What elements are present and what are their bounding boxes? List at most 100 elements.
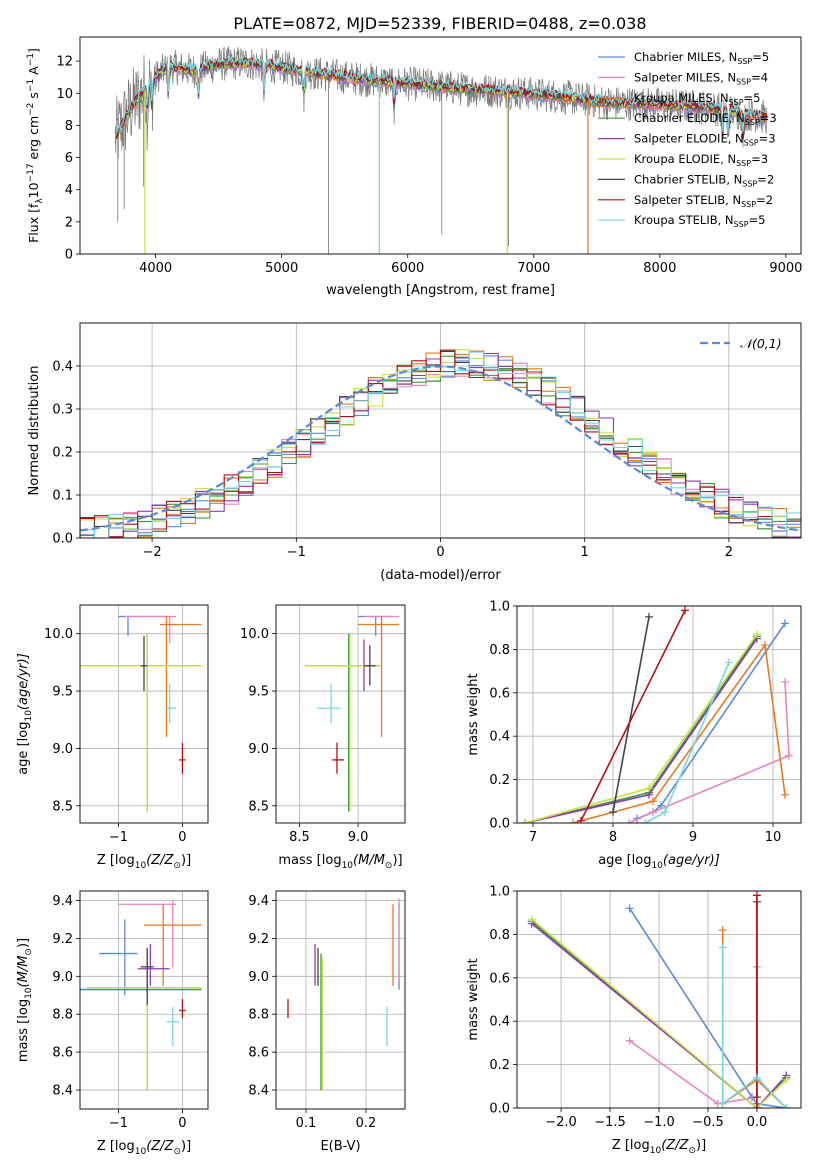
legend-subscript: SSP: [745, 118, 760, 127]
y-tick-label: 6: [65, 151, 73, 166]
axes: −2 −1 0 1 2 0.0 0.1 0.2 0.3 0.4 (data-model)/error…: [27, 322, 802, 583]
label-part: ⊙: [173, 861, 181, 871]
x-tick-label: 9000: [769, 261, 802, 276]
mass-weight-marker: [781, 790, 789, 799]
x-axis-label: mass [log10(M/M⊙)]: [278, 853, 402, 871]
spectrum-panel: 4000 5000 6000 7000 8000 9000 0 2 4 6 8 10 12 wavelen…: [26, 36, 802, 298]
legend-count: =2: [756, 193, 773, 207]
mass-weight-line: [628, 907, 787, 1108]
x-tick-label: 0.0: [747, 1115, 768, 1130]
legend-subscript: SSP: [734, 220, 749, 229]
axes: 4000 5000 6000 7000 8000 9000 0 2 4 6 8 10 12 wavelen…: [26, 36, 802, 298]
x-tick-label: 8: [609, 830, 617, 845]
label-part: 10: [24, 987, 34, 999]
age-vs-mass-panel: 8.5 9.0 8.5 9.0 9.5 10.0 mass [log10(M/M⊙)]: [240, 604, 406, 871]
y-tick-label: 0.2: [52, 446, 73, 461]
legend-count: =2: [757, 172, 774, 186]
y-tick-label: 9.5: [52, 685, 73, 700]
y-tick-label: 0.1: [52, 489, 73, 504]
legend-count: =3: [751, 152, 768, 166]
x-tick-label: −1.5: [594, 1115, 626, 1130]
mass-weight-marker: [609, 808, 617, 817]
mass-weight-marker: [625, 904, 634, 913]
x-axis-label: Z [log10(Z/Z⊙)]: [612, 1138, 706, 1156]
label-part: (Z/Z: [661, 1138, 689, 1153]
x-tick-label: 1: [581, 545, 589, 560]
y-tick-label: 12: [56, 55, 73, 70]
x-tick-label: −1.0: [643, 1115, 675, 1130]
legend-entry: Kroupa ELODIE, NSSP=3: [634, 152, 768, 168]
x-tick-label: 7: [529, 830, 537, 845]
mass-weight-line: [629, 967, 758, 1105]
y-tick-label: 8.8: [52, 1008, 73, 1023]
y-tick-label: 10.0: [44, 627, 73, 642]
label-part: 10: [650, 1146, 662, 1156]
label-part: A: [26, 66, 41, 79]
y-axis-label: mass weight: [466, 673, 481, 755]
label-part: −2: [26, 103, 36, 116]
y-tick-label: 9.0: [52, 742, 73, 757]
mass-weight-marker: [718, 943, 727, 952]
label-part: ⊙: [173, 1147, 181, 1157]
mass-weight-marker: [752, 891, 761, 900]
mass-weight-line: [644, 662, 730, 823]
mass-weight-marker: [782, 1075, 791, 1084]
mass-weight-line: [721, 930, 787, 1108]
mass-weight-line: [572, 642, 786, 823]
mass-weight-marker: [645, 612, 653, 621]
x-tick-label: −1: [109, 1116, 128, 1131]
y-axis-label: mass [log10(M/M⊙)]: [16, 938, 34, 1062]
mass-weight-marker: [718, 926, 727, 935]
mass-weight-line: [612, 616, 650, 813]
x-axis-label: age [log10(age/yr)]: [598, 853, 720, 871]
label-part: )]: [181, 1139, 191, 1154]
mass-weight-marker: [752, 1073, 761, 1082]
mass-weight-marker: [785, 751, 793, 760]
axes-frame: [275, 604, 406, 824]
mass-weight-marker: [625, 819, 633, 823]
label-part: s: [26, 92, 41, 103]
x-tick-label: −2: [143, 545, 162, 560]
mass-weight-marker: [527, 915, 536, 924]
x-axis-label: (data-model)/error: [380, 568, 501, 583]
plot-area: [114, 46, 768, 254]
y-tick-label: 9.4: [248, 894, 269, 909]
x-axis-label: Z [log10(Z/Z⊙)]: [97, 1139, 191, 1157]
x-tick-label: −1: [287, 545, 306, 560]
mass-weight-line: [721, 947, 787, 1108]
label-part: 10: [26, 182, 41, 198]
legend-text: Salpeter MILES, N: [634, 70, 736, 84]
label-part: age [log: [16, 722, 31, 775]
x-tick-label: 10: [765, 830, 782, 845]
label-part: (age/yr)]: [16, 653, 31, 710]
x-tick-label: 9.0: [348, 830, 369, 845]
mass-weight-line: [531, 922, 787, 1108]
y-axis-label: mass weight: [466, 958, 481, 1040]
y-tick-label: 9.2: [52, 932, 73, 947]
x-tick-label: 7000: [517, 261, 550, 276]
label-part: (Z/Z: [146, 1139, 174, 1154]
axes-frame: [79, 36, 802, 255]
plot-area: [80, 615, 202, 812]
legend-entry: Kroupa STELIB, NSSP=5: [634, 213, 765, 229]
mass-weight-line: [531, 920, 787, 1108]
axes: −2.0 −1.5 −1.0 −0.5 0.0 0.0 0.2 0.4 0.6 0.8 1.0 Z […: [466, 885, 802, 1156]
residual-histogram-panel: −2 −1 0 1 2 0.0 0.1 0.2 0.3 0.4 (data-model)/error…: [27, 322, 802, 583]
label-part: ⊙: [24, 948, 34, 956]
y-tick-label: 9.0: [52, 970, 73, 985]
residual-histogram-step: [80, 349, 801, 538]
legend-text: Chabrier STELIB, N: [634, 172, 742, 186]
x-tick-label: 0.1: [296, 1116, 317, 1131]
legend-entry: Chabrier MILES, NSSP=5: [634, 50, 769, 66]
mass-weight-line: [628, 681, 790, 823]
y-tick-label: 10: [56, 87, 73, 102]
figure-title: PLATE=0872, MJD=52339, FIBERID=0488, z=0…: [233, 14, 646, 33]
label-part: Z [log: [97, 853, 135, 868]
residual-histogram-step: [80, 349, 801, 538]
x-tick-label: 2: [725, 545, 733, 560]
label-part: λ: [35, 198, 45, 204]
plot-area: [527, 891, 791, 1108]
mass-weight-vs-metallicity-panel: −2.0 −1.5 −1.0 −0.5 0.0 0.0 0.2 0.4 0.6 0.8 1.0 Z […: [466, 885, 802, 1156]
mass-weight-marker: [569, 819, 577, 823]
